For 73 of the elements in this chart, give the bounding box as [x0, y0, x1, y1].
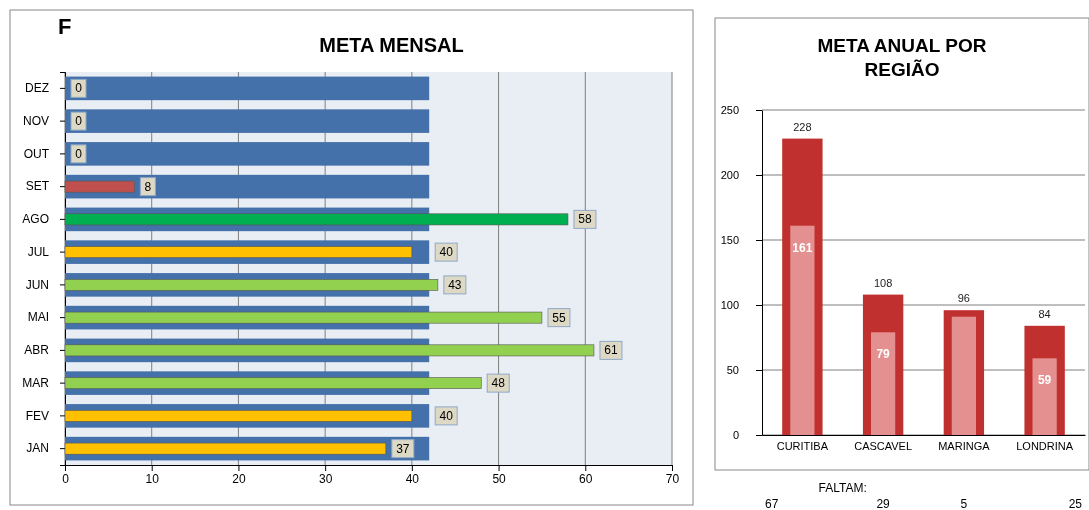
data-label: 161: [792, 240, 813, 255]
bar: [64, 442, 387, 455]
x-tick-label: 50: [492, 471, 507, 486]
bar: [790, 225, 815, 435]
y-tick-label: FEV: [25, 408, 49, 423]
y-tick-label: 150: [720, 234, 739, 247]
y-tick-label: JAN: [26, 441, 49, 456]
x-tick-label: MARINGA: [938, 440, 991, 452]
data-label: 58: [578, 212, 592, 227]
x-tick-label: 30: [318, 471, 333, 486]
bar: [64, 213, 569, 226]
bar: [871, 332, 896, 435]
y-tick-label: 0: [732, 429, 739, 442]
y-tick-label: 100: [720, 299, 739, 312]
text: FALTAM:: [818, 481, 867, 495]
bar: [65, 109, 430, 133]
y-tick-label: SET: [25, 179, 50, 194]
y-tick-label: NOV: [22, 113, 49, 128]
y-tick-label: JUL: [27, 244, 50, 259]
text: 25: [1068, 497, 1083, 510]
x-tick-label: 60: [579, 471, 593, 486]
data-label: 43: [448, 277, 462, 292]
bar: [64, 344, 595, 357]
bar: [64, 279, 439, 291]
y-tick-label: OUT: [23, 146, 50, 161]
y-tick-label: DEZ: [25, 81, 49, 96]
bar: [65, 76, 430, 101]
text: F: [58, 14, 72, 39]
data-label: 8: [144, 179, 152, 194]
bar: [64, 410, 413, 422]
y-tick-label: ABR: [24, 343, 50, 358]
x-tick-label: LONDRINA: [1016, 440, 1074, 452]
data-label: 59: [1037, 373, 1052, 388]
text: 29: [876, 497, 891, 510]
data-label: 40: [439, 245, 454, 260]
data-label: 0: [75, 81, 83, 96]
data-label: 84: [1038, 307, 1051, 320]
y-tick-label: MAR: [22, 375, 50, 390]
bar: [64, 180, 135, 193]
data-label: 61: [604, 343, 618, 358]
data-label: 79: [876, 347, 891, 362]
bar: [64, 311, 543, 324]
data-label: 0: [75, 114, 83, 129]
y-tick-label: JUN: [25, 277, 49, 292]
text: 5: [960, 497, 968, 510]
bar: [65, 142, 430, 166]
bar: [64, 377, 482, 389]
bar: [1032, 358, 1057, 435]
y-tick-label: 250: [720, 104, 739, 117]
y-tick-label: AGO: [22, 212, 49, 227]
data-label: 40: [439, 408, 454, 423]
data-label: 0: [75, 146, 83, 161]
x-tick-label: 70: [665, 471, 680, 486]
x-tick-label: CASCAVEL: [854, 440, 913, 452]
y-tick-label: MAI: [27, 310, 49, 325]
data-label: 55: [552, 310, 566, 325]
x-tick-label: 0: [62, 471, 70, 486]
data-label: 37: [396, 441, 410, 456]
x-tick-label: 20: [232, 471, 246, 486]
data-label: 48: [491, 376, 506, 391]
chart-title: META MENSAL: [319, 34, 464, 56]
data-label: 96: [957, 292, 970, 305]
chart-title: META ANUAL POR REGIÃO: [817, 35, 987, 80]
text: 67: [765, 497, 779, 510]
x-tick-label: 40: [405, 471, 420, 486]
data-label: 228: [793, 120, 812, 133]
y-tick-label: 200: [720, 169, 739, 182]
x-tick-label: 10: [145, 471, 160, 486]
bar: [64, 246, 413, 258]
y-tick-label: 50: [726, 364, 739, 377]
bar: [951, 316, 976, 435]
data-label: 108: [873, 276, 893, 289]
x-tick-label: CURITIBA: [776, 440, 829, 452]
